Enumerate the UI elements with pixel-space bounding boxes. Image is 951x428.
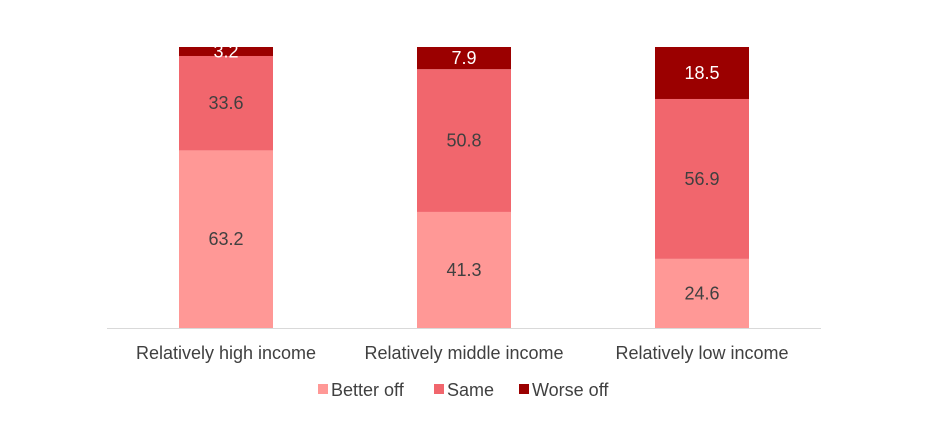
data-label-relatively-high-income-better-off: 63.2 <box>208 229 243 249</box>
bar-relatively-middle-income-worse-off <box>417 47 511 70</box>
data-label-relatively-middle-income-worse-off: 7.9 <box>451 48 476 68</box>
legend: Better off Same Worse off <box>318 380 609 400</box>
data-label-relatively-low-income-same: 56.9 <box>684 169 719 189</box>
legend-item-worse-off: Worse off <box>519 380 609 400</box>
legend-label-better-off: Better off <box>331 380 405 400</box>
category-label-relatively-high-income: Relatively high income <box>136 343 316 363</box>
bar-relatively-high-income-better-off <box>179 150 273 328</box>
data-label-relatively-low-income-worse-off: 18.5 <box>684 63 719 83</box>
legend-swatch-better-off <box>318 384 328 394</box>
legend-swatch-worse-off <box>519 384 529 394</box>
category-label-relatively-low-income: Relatively low income <box>615 343 788 363</box>
legend-item-same: Same <box>434 380 494 400</box>
bar-relatively-low-income-worse-off <box>655 47 749 99</box>
legend-label-worse-off: Worse off <box>532 380 609 400</box>
data-label-relatively-high-income-same: 33.6 <box>208 93 243 113</box>
category-label-relatively-middle-income: Relatively middle income <box>364 343 563 363</box>
legend-item-better-off: Better off <box>318 380 405 400</box>
bar-relatively-middle-income-same <box>417 69 511 212</box>
bar-relatively-low-income-same <box>655 98 749 259</box>
data-label-relatively-middle-income-better-off: 41.3 <box>446 260 481 280</box>
bar-relatively-high-income-same <box>179 55 273 151</box>
data-label-relatively-middle-income-same: 50.8 <box>446 131 481 151</box>
bar-relatively-low-income-better-off <box>655 258 749 328</box>
bar-relatively-high-income-worse-off <box>179 47 273 56</box>
data-label-relatively-low-income-better-off: 24.6 <box>684 283 719 303</box>
value-labels-group: 63.2 33.6 3.2 41.3 50.8 7.9 24.6 56.9 18.5 <box>208 42 719 304</box>
legend-swatch-same <box>434 384 444 394</box>
legend-label-same: Same <box>447 380 494 400</box>
category-labels-group: Relatively high income Relatively middle … <box>136 343 789 363</box>
data-label-relatively-high-income-worse-off: 3.2 <box>213 42 238 62</box>
bar-relatively-middle-income-better-off <box>417 211 511 328</box>
bars-group <box>179 47 749 328</box>
